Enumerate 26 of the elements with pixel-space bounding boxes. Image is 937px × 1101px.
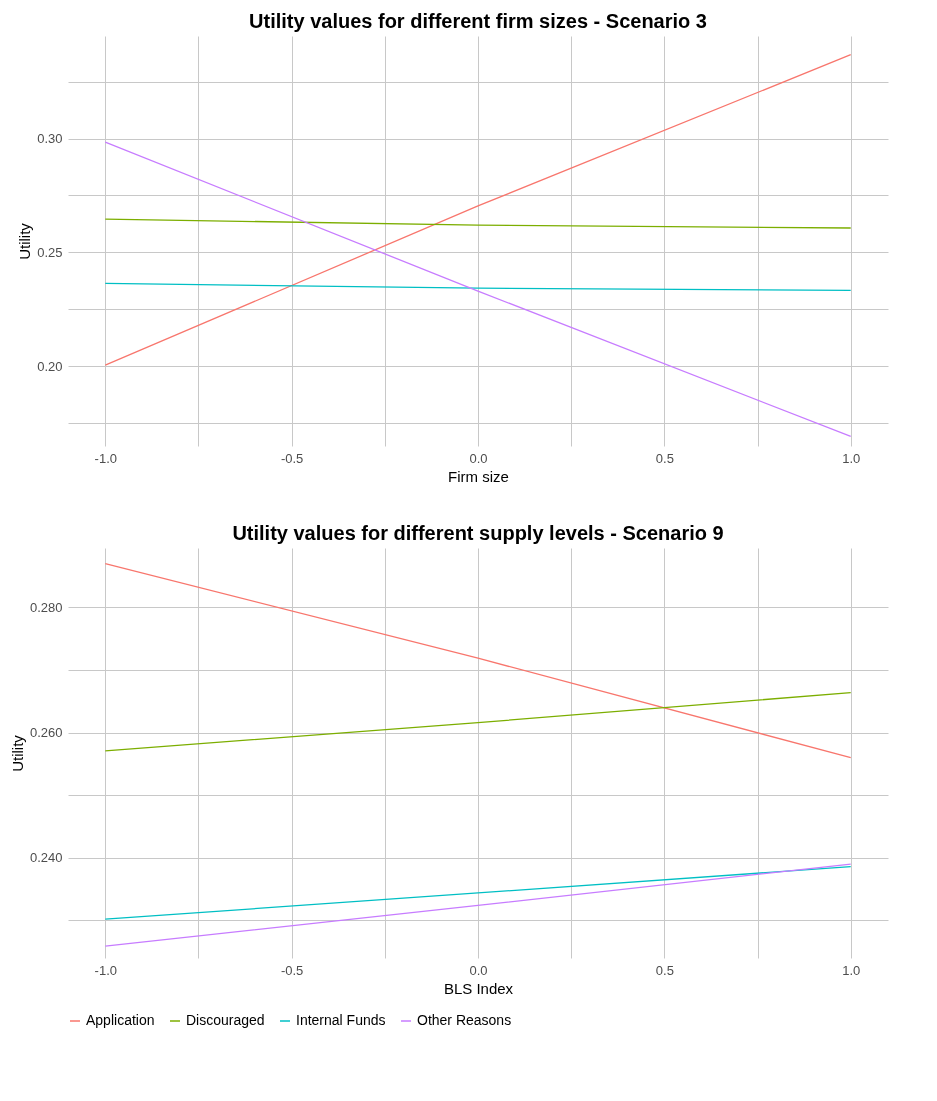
legend-label: Application [86,1012,155,1028]
x-tick-label: 0.5 [655,450,674,466]
y-tick-label: 0.280 [29,599,63,615]
x-tick-label: -1.0 [94,450,117,466]
y-tick-label: 0.25 [37,244,63,260]
y-tick-label: 0.240 [29,850,63,866]
chart-title: Utility values for different supply levels - Scenario 9 [232,522,724,544]
x-tick-label: 0.0 [469,450,488,466]
x-tick-label: -0.5 [280,450,304,466]
x-tick-label: 1.0 [842,450,861,466]
x-axis-title: Firm size [448,467,509,485]
x-tick-label: 0.5 [655,962,674,978]
y-tick-label: 0.260 [29,725,63,741]
chart-title: Utility values for different firm sizes - Scenario 3 [249,10,707,32]
x-tick-label: -1.0 [94,962,117,978]
x-tick-label: -0.5 [280,962,304,978]
y-axis-title: Utility [8,734,26,772]
x-axis-title: BLS Index [443,979,514,997]
x-tick-label: 0.0 [469,962,488,978]
y-tick-label: 0.20 [37,358,63,374]
y-tick-label: 0.30 [37,131,63,146]
legend-label: Discouraged [186,1012,265,1028]
x-tick-label: 1.0 [842,962,861,978]
legend-label: Internal Funds [296,1012,386,1028]
y-axis-title: Utility [16,222,34,260]
legend-label: Other Reasons [417,1012,512,1028]
